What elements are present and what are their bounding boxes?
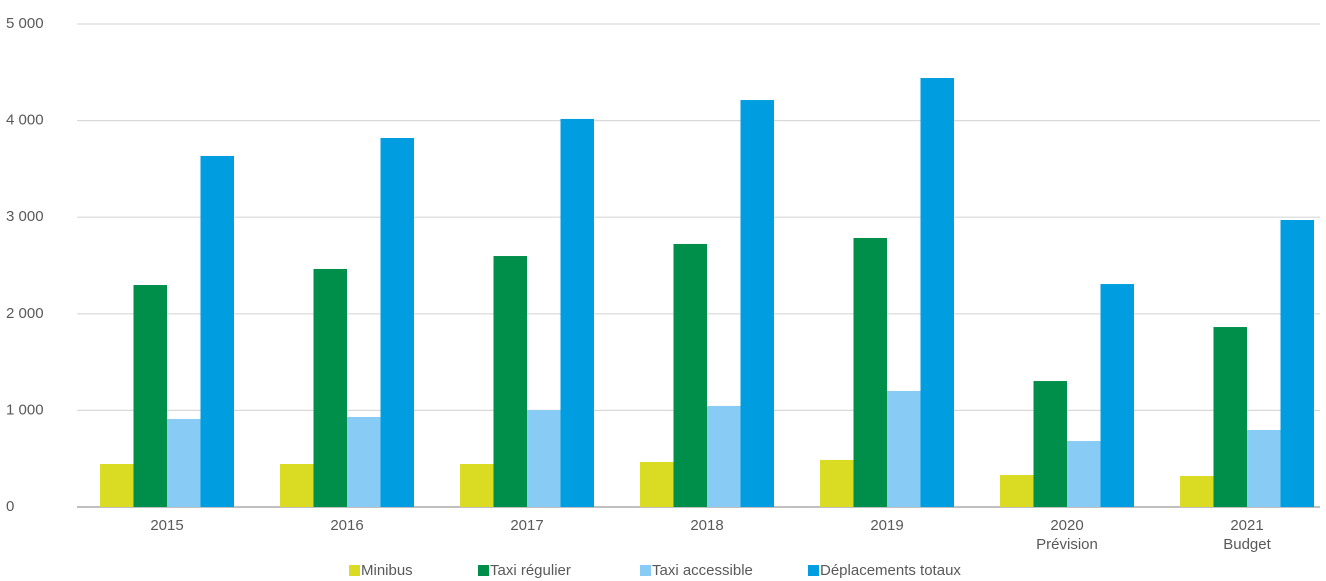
legend-swatch — [640, 565, 651, 576]
x-tick-label: 2021 Budget — [1223, 517, 1271, 553]
y-tick-label: 5 000 — [6, 15, 44, 32]
bar — [460, 464, 494, 507]
legend-swatch — [808, 565, 819, 576]
y-tick-label: 1 000 — [6, 401, 44, 418]
bar — [347, 416, 381, 507]
y-tick-label: 4 000 — [6, 112, 44, 129]
x-tick-label: 2017 — [510, 517, 544, 534]
bar — [527, 410, 561, 507]
x-tick-label: 2015 — [150, 517, 184, 534]
x-tick-label: 2016 — [330, 517, 364, 534]
bar — [1067, 441, 1101, 507]
legend-label: Taxi accessible — [652, 562, 753, 579]
bar — [1213, 327, 1247, 507]
bar — [200, 155, 234, 507]
bar — [887, 390, 921, 507]
bar — [313, 268, 347, 507]
bar — [380, 137, 414, 507]
bar — [1180, 475, 1214, 507]
y-tick-label: 0 — [6, 498, 14, 515]
x-tick-label: 2020 Prévision — [1036, 517, 1098, 553]
legend-label: Taxi régulier — [490, 562, 571, 579]
bar — [280, 464, 314, 507]
legend-label: Minibus — [361, 562, 413, 579]
bar — [920, 77, 954, 508]
x-tick-label: 2019 — [870, 517, 904, 534]
bar — [100, 464, 134, 507]
x-tick-label: 2018 — [690, 517, 724, 534]
bar — [493, 256, 527, 507]
bar — [820, 459, 854, 507]
bar — [560, 118, 594, 508]
legend-label: Déplacements totaux — [820, 562, 961, 579]
bar — [133, 285, 167, 507]
bar — [673, 243, 707, 508]
y-tick-label: 3 000 — [6, 208, 44, 225]
bar — [853, 237, 887, 507]
bar — [1000, 475, 1034, 507]
bar — [1247, 430, 1281, 507]
legend-swatch — [349, 565, 360, 576]
bar — [740, 100, 774, 507]
y-tick-label: 2 000 — [6, 305, 44, 322]
bar — [1033, 381, 1067, 507]
legend-swatch — [478, 565, 489, 576]
bar — [1100, 284, 1134, 507]
bar — [167, 418, 201, 507]
bar — [707, 405, 741, 507]
bar — [1280, 220, 1314, 507]
bar — [640, 461, 674, 507]
